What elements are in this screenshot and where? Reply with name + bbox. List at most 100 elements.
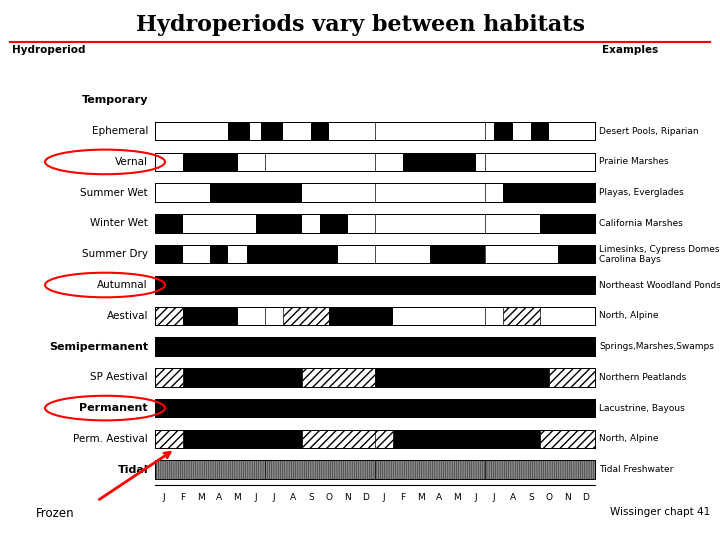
- Bar: [210, 184, 302, 202]
- Bar: [155, 430, 182, 448]
- Text: J: J: [255, 493, 257, 502]
- Bar: [155, 307, 182, 325]
- Text: Summer Dry: Summer Dry: [82, 249, 148, 259]
- Text: North, Alpine: North, Alpine: [599, 311, 659, 320]
- Text: Limesinks, Cypress Domes,
Carolina Bays: Limesinks, Cypress Domes, Carolina Bays: [599, 245, 720, 264]
- Bar: [402, 153, 476, 171]
- Text: O: O: [546, 493, 553, 502]
- Text: Hydroperiods vary between habitats: Hydroperiods vary between habitats: [135, 14, 585, 36]
- Bar: [302, 368, 375, 387]
- Bar: [155, 184, 595, 202]
- Text: F: F: [400, 493, 405, 502]
- Text: Autumnal: Autumnal: [97, 280, 148, 290]
- Text: J: J: [273, 493, 276, 502]
- Text: Frozen: Frozen: [36, 507, 74, 520]
- Bar: [247, 245, 338, 264]
- Bar: [155, 338, 595, 356]
- Bar: [155, 276, 595, 294]
- Bar: [430, 245, 485, 264]
- Bar: [155, 307, 595, 325]
- Bar: [540, 430, 595, 448]
- Bar: [228, 122, 251, 140]
- Bar: [155, 245, 595, 264]
- Bar: [155, 368, 595, 387]
- Bar: [182, 307, 238, 325]
- Bar: [531, 122, 549, 140]
- Bar: [155, 461, 595, 479]
- Bar: [155, 184, 595, 202]
- Bar: [155, 368, 595, 387]
- Text: J: J: [383, 493, 385, 502]
- Text: Desert Pools, Riparian: Desert Pools, Riparian: [599, 127, 698, 136]
- Text: Semipermanent: Semipermanent: [49, 341, 148, 352]
- Text: Vernal: Vernal: [115, 157, 148, 167]
- Text: N: N: [344, 493, 351, 502]
- Bar: [155, 368, 595, 387]
- Bar: [155, 461, 595, 479]
- Bar: [329, 307, 393, 325]
- Bar: [320, 214, 348, 233]
- Text: M: M: [454, 493, 462, 502]
- Text: J: J: [163, 493, 166, 502]
- Bar: [503, 184, 595, 202]
- Bar: [155, 461, 595, 479]
- Text: California Marshes: California Marshes: [599, 219, 683, 228]
- Bar: [155, 338, 595, 356]
- Bar: [155, 276, 595, 294]
- Text: Examples: Examples: [602, 45, 658, 55]
- Text: Perm. Aestival: Perm. Aestival: [73, 434, 148, 444]
- Bar: [155, 430, 595, 448]
- Bar: [155, 399, 595, 417]
- Bar: [155, 245, 595, 264]
- Bar: [155, 307, 595, 325]
- Text: North, Alpine: North, Alpine: [599, 434, 659, 443]
- Text: N: N: [564, 493, 571, 502]
- Bar: [155, 276, 595, 294]
- Bar: [155, 153, 595, 171]
- Bar: [155, 368, 182, 387]
- Bar: [503, 307, 540, 325]
- Text: Hydroperiod: Hydroperiod: [12, 45, 86, 55]
- Bar: [261, 122, 284, 140]
- Bar: [155, 214, 182, 233]
- Text: J: J: [493, 493, 495, 502]
- Bar: [155, 430, 595, 448]
- Text: Tidal: Tidal: [117, 464, 148, 475]
- Text: A: A: [216, 493, 222, 502]
- Text: Ephemeral: Ephemeral: [91, 126, 148, 136]
- Text: M: M: [197, 493, 204, 502]
- Text: Winter Wet: Winter Wet: [90, 219, 148, 228]
- Bar: [155, 338, 595, 356]
- Text: Permanent: Permanent: [79, 403, 148, 413]
- Bar: [155, 214, 595, 233]
- Bar: [311, 122, 329, 140]
- Text: Northern Peatlands: Northern Peatlands: [599, 373, 686, 382]
- Bar: [302, 430, 393, 448]
- Text: M: M: [417, 493, 425, 502]
- Bar: [155, 122, 595, 140]
- Bar: [155, 214, 595, 233]
- Bar: [155, 245, 182, 264]
- Text: Temporary: Temporary: [81, 96, 148, 105]
- Text: D: D: [582, 493, 589, 502]
- Text: SP Aestival: SP Aestival: [91, 372, 148, 382]
- Bar: [540, 214, 595, 233]
- Text: Tidal Freshwater: Tidal Freshwater: [599, 465, 673, 474]
- Text: S: S: [308, 493, 314, 502]
- Text: O: O: [325, 493, 333, 502]
- Bar: [155, 122, 595, 140]
- Text: J: J: [474, 493, 477, 502]
- Text: Summer Wet: Summer Wet: [81, 188, 148, 198]
- Bar: [256, 214, 302, 233]
- Bar: [558, 245, 595, 264]
- Text: Aestival: Aestival: [107, 310, 148, 321]
- Bar: [155, 430, 595, 448]
- Text: Wissinger chapt 41: Wissinger chapt 41: [610, 507, 710, 517]
- Text: A: A: [289, 493, 296, 502]
- Text: Playas, Everglades: Playas, Everglades: [599, 188, 684, 197]
- Text: Lacustrine, Bayous: Lacustrine, Bayous: [599, 403, 685, 413]
- Text: A: A: [436, 493, 442, 502]
- Bar: [494, 122, 513, 140]
- Bar: [182, 153, 238, 171]
- Text: Prairie Marshes: Prairie Marshes: [599, 158, 669, 166]
